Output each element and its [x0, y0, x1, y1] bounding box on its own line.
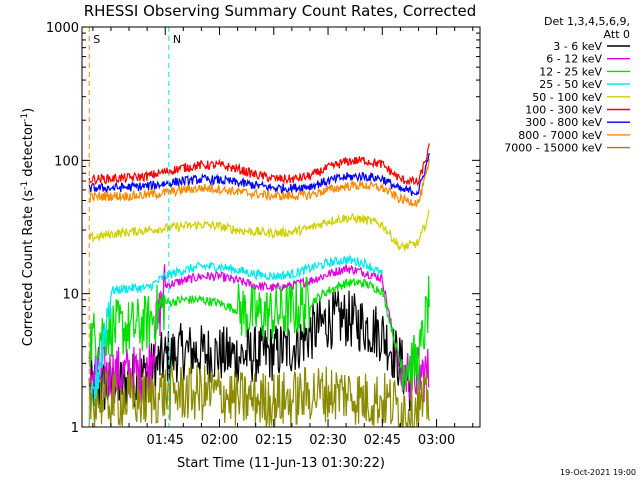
plot-series-group: [88, 143, 430, 428]
legend-item-label: 6 - 12 keV: [546, 53, 602, 66]
x-axis-label: Start Time (11-Jun-13 01:30:22): [177, 456, 385, 471]
y-tick-label: 10: [62, 288, 79, 303]
footer-date: 19-Oct-2021 19:00: [560, 468, 636, 477]
series-line-3: [88, 275, 430, 392]
x-tick-label: 02:00: [201, 433, 238, 448]
x-tick-label: 02:45: [364, 433, 401, 448]
y-tick-label: 1000: [46, 21, 79, 36]
legend-item-label: 7000 - 15000 keV: [504, 142, 602, 155]
x-tick-label: 02:30: [309, 433, 346, 448]
series-line-9: [88, 363, 430, 428]
series-line-7: [88, 152, 430, 196]
x-tick-label: 03:00: [418, 433, 455, 448]
legend-item-label: 100 - 300 keV: [525, 104, 602, 117]
series-line-4: [88, 254, 383, 428]
series-line-6: [88, 143, 430, 187]
y-axis-label-mid: detector: [21, 121, 36, 181]
y-axis-label: Corrected Count Rate (s-1 detector-1): [20, 108, 36, 346]
legend-item-label: 12 - 25 keV: [539, 65, 602, 78]
series-line-8: [88, 158, 430, 207]
x-axis: 01:45 02:00 02:15 02:30 02:45 03:00: [92, 27, 474, 448]
y-axis: 1 10 100 1000: [46, 21, 480, 436]
y-tick-label: 100: [54, 154, 79, 169]
y-axis-label-sup2: -1: [20, 113, 30, 122]
plot-frame: [81, 26, 481, 428]
y-tick-label: 1: [71, 421, 79, 436]
annotation-marker-label: N: [173, 33, 181, 46]
y-axis-label-main: Corrected Count Rate (s: [21, 190, 36, 347]
legend-header-line2: Att 0: [604, 28, 630, 41]
legend-item-label: 300 - 800 keV: [525, 116, 602, 129]
legend-header-line1: Det 1,3,4,5,6,9,: [544, 15, 630, 28]
series-line-5: [88, 208, 430, 251]
chart-title: RHESSI Observing Summary Count Rates, Co…: [84, 2, 477, 20]
legend-item-label: 25 - 50 keV: [539, 78, 602, 91]
legend-item-label: 3 - 6 keV: [553, 40, 602, 53]
y-axis-label-sup1: -1: [20, 181, 30, 190]
y-axis-label-end: ): [21, 108, 36, 113]
legend-item-label: 800 - 7000 keV: [518, 129, 602, 142]
x-tick-label: 02:15: [255, 433, 292, 448]
x-tick-label: 01:45: [146, 433, 183, 448]
legend-item-label: 50 - 100 keV: [532, 91, 602, 104]
series-line-2: [88, 264, 430, 403]
annotation-marker-label: S: [93, 33, 100, 46]
